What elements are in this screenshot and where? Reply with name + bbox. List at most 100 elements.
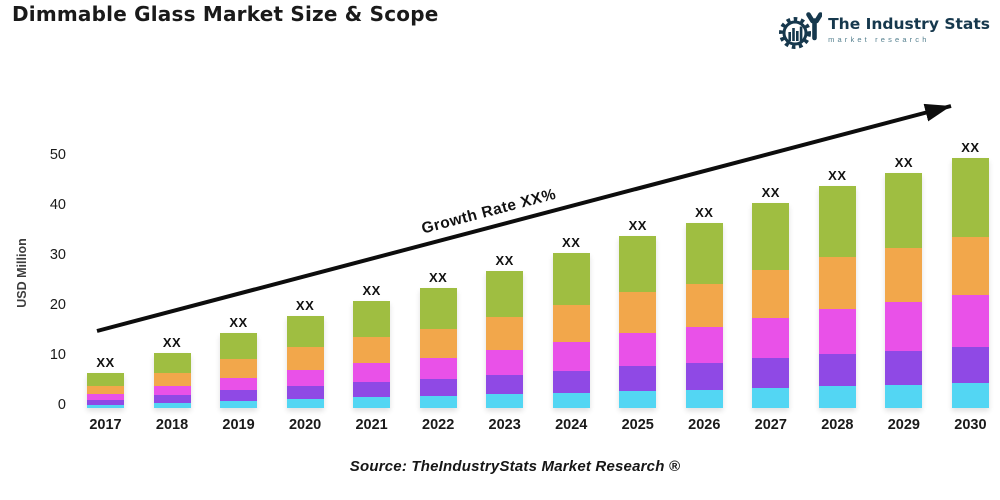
- bar-segment-series-2-purple: [220, 390, 258, 401]
- stacked-bar-2025: XX 2025: [619, 218, 657, 433]
- bar-segment-series-3-magenta: [486, 349, 524, 375]
- bar-segment-series-2-purple: [87, 399, 124, 405]
- x-tick-label: 2022: [422, 417, 455, 433]
- stacked-bar-2020: XX 2020: [286, 298, 324, 433]
- x-tick-label: 2026: [688, 417, 721, 433]
- plot-area: XX 2017 XX 2018 XX 2019 XX 2020 XX 2021 XX 2022 XX 20…: [87, 100, 989, 433]
- bar-segment-series-4-orange: [419, 328, 457, 358]
- bar-segment-series-3-magenta: [353, 363, 391, 382]
- bar-segment-series-4-orange: [220, 359, 258, 378]
- bar-segment-series-5-green: [752, 203, 790, 270]
- y-tick-label: 40: [49, 197, 66, 213]
- bar-value-label: XX: [229, 315, 248, 330]
- bar-segment-series-3-magenta: [552, 341, 590, 371]
- bar-segment-series-1-cyan: [818, 385, 856, 408]
- y-tick-label: 0: [57, 397, 66, 413]
- y-tick-label: 50: [49, 147, 66, 163]
- bar-segment-series-4-orange: [153, 372, 191, 386]
- bar-segment-series-2-purple: [752, 358, 790, 388]
- bar-segment-series-5-green: [552, 253, 590, 305]
- bar-segment-series-2-purple: [951, 347, 989, 383]
- x-tick-label: 2029: [887, 417, 921, 433]
- bar-segment-series-5-green: [153, 353, 191, 373]
- x-tick-label: 2021: [355, 417, 388, 433]
- stacked-bar-2018: XX 2018: [153, 335, 191, 433]
- bar-segment-series-1-cyan: [685, 389, 723, 408]
- stacked-bar-2026: XX 2026: [685, 205, 723, 433]
- bar-value-label: XX: [295, 297, 315, 313]
- stacked-bar-2029: XX 2029: [885, 155, 923, 433]
- logo-name: The Industry Stats: [828, 15, 990, 34]
- bar-value-label: XX: [362, 282, 381, 298]
- bar-segment-series-3-magenta: [419, 357, 457, 379]
- x-tick-label: 2023: [488, 417, 521, 433]
- bar-segment-series-1-cyan: [286, 398, 324, 408]
- bar-value-label: XX: [761, 185, 780, 200]
- y-tick-label: 20: [49, 297, 66, 313]
- bar-value-label: XX: [894, 155, 914, 170]
- bar-segment-series-4-orange: [685, 283, 723, 327]
- bar-segment-series-1-cyan: [752, 387, 790, 408]
- bar-segment-series-4-orange: [951, 237, 989, 295]
- bar-segment-series-3-magenta: [87, 394, 124, 400]
- stacked-bar-2021: XX 2021: [353, 283, 391, 433]
- bar-segment-series-5-green: [87, 373, 124, 386]
- bar-segment-series-5-green: [885, 173, 923, 248]
- y-tick-label: 10: [49, 347, 66, 363]
- bar-segment-series-2-purple: [153, 395, 191, 403]
- bar-segment-series-3-magenta: [153, 386, 191, 395]
- x-tick-label: 2027: [754, 417, 787, 433]
- bar-segment-series-3-magenta: [951, 294, 989, 347]
- gear-wrench-chart-icon: [779, 12, 823, 49]
- bar-value-label: XX: [695, 205, 714, 220]
- bar-segment-series-2-purple: [885, 350, 923, 385]
- bar-segment-series-5-green: [286, 315, 324, 347]
- bar-value-label: XX: [562, 235, 581, 250]
- bar-segment-series-2-purple: [353, 382, 391, 397]
- bar-segment-series-1-cyan: [885, 384, 923, 408]
- bar-segment-series-1-cyan: [220, 400, 258, 408]
- bar-segment-series-5-green: [220, 333, 258, 359]
- bar-segment-series-5-green: [353, 300, 391, 337]
- bar-segment-series-4-orange: [486, 316, 524, 350]
- bar-segment-series-4-orange: [619, 292, 657, 333]
- y-tick-label: 30: [49, 247, 66, 263]
- stacked-bar-2028: XX 2028: [818, 168, 856, 433]
- bar-segment-series-2-purple: [552, 370, 590, 393]
- bar-segment-series-4-orange: [552, 304, 590, 342]
- bar-segment-series-1-cyan: [87, 404, 124, 408]
- bar-segment-series-3-magenta: [885, 302, 923, 351]
- x-tick-label: 2025: [621, 417, 654, 433]
- bar-segment-series-1-cyan: [419, 396, 457, 408]
- bar-value-label: XX: [495, 252, 514, 268]
- y-axis-ticks: 0 10 20 30 40 50: [0, 100, 66, 413]
- bar-segment-series-4-orange: [353, 337, 391, 363]
- bar-segment-series-5-green: [619, 235, 657, 292]
- x-tick-label: 2030: [954, 417, 987, 433]
- stacked-bar-2023: XX 2023: [486, 253, 524, 433]
- bar-segment-series-2-purple: [419, 379, 457, 396]
- x-tick-label: 2028: [821, 417, 854, 433]
- bar-segment-series-3-magenta: [619, 333, 657, 366]
- bar-segment-series-2-purple: [286, 385, 324, 399]
- bar-segment-series-5-green: [486, 270, 524, 317]
- bar-segment-series-3-magenta: [818, 308, 856, 354]
- bar-segment-series-1-cyan: [552, 392, 590, 408]
- bar-segment-series-3-magenta: [286, 369, 324, 386]
- bar-segment-series-1-cyan: [951, 383, 989, 408]
- stacked-bar-2022: XX 2022: [419, 270, 457, 433]
- bar-segment-series-3-magenta: [220, 377, 258, 390]
- bar-value-label: XX: [828, 167, 847, 183]
- x-tick-label: 2020: [288, 417, 322, 433]
- bar-segment-series-2-purple: [486, 374, 524, 394]
- bar-segment-series-5-green: [951, 158, 989, 237]
- bar-value-label: XX: [628, 217, 647, 233]
- bar-segment-series-5-green: [685, 223, 723, 284]
- bar-segment-series-5-green: [419, 288, 457, 329]
- bar-segment-series-5-green: [818, 185, 856, 257]
- bar-segment-series-4-orange: [885, 247, 923, 302]
- bar-segment-series-1-cyan: [153, 402, 191, 408]
- bar-segment-series-4-orange: [818, 257, 856, 309]
- bar-segment-series-1-cyan: [486, 394, 524, 408]
- x-tick-label: 2024: [555, 417, 588, 433]
